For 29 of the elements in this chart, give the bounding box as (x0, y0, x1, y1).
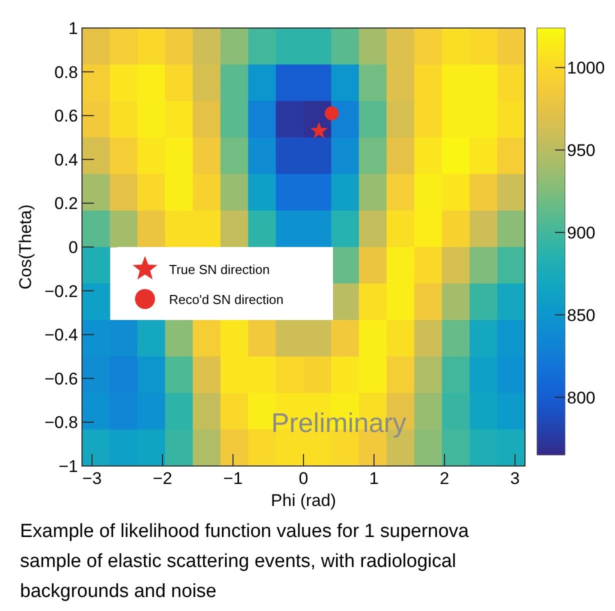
x-tick-label: 3 (510, 469, 520, 488)
x-tick-label: 1 (369, 469, 379, 488)
legend-label: Reco'd SN direction (169, 292, 284, 307)
x-tick-label: 2 (440, 469, 450, 488)
color-bar-label: 950 (567, 141, 596, 160)
text: Example of likelihood function values for 1 supernova sample of elastic scattering events, with radiological backgrounds and noise (20, 521, 470, 602)
annotation: Preliminary (271, 408, 407, 438)
color-bar-label: 1000 (567, 58, 605, 78)
y-tick-label: 0 (68, 238, 78, 257)
y-axis-title: Cos(Theta) (16, 204, 35, 290)
y-tick-label: 0.2 (54, 194, 78, 214)
x-tick-label: −3 (82, 469, 102, 488)
y-tick-label: 0.8 (54, 62, 78, 82)
color-bar-label: 800 (567, 388, 596, 408)
y-tick-label: 0.4 (54, 150, 78, 170)
y-tick-label: −0.4 (44, 326, 78, 345)
y-tick-label: 0.6 (54, 106, 78, 126)
x-tick-label: −2 (152, 469, 172, 488)
y-tick-label: −0.8 (44, 413, 78, 432)
x-tick-label: −1 (223, 469, 243, 488)
y-tick-label: −1 (58, 457, 78, 476)
color-bar-label: 850 (567, 306, 596, 325)
color-bar-label: 900 (567, 223, 596, 242)
y-tick-label: 1 (68, 19, 78, 38)
x-tick-label: 0 (298, 469, 308, 488)
legend-label: True SN direction (169, 262, 270, 277)
x-axis-title: Phi (rad) (270, 491, 336, 510)
y-tick-label: −0.2 (44, 282, 78, 301)
y-tick-label: −0.6 (44, 369, 78, 388)
